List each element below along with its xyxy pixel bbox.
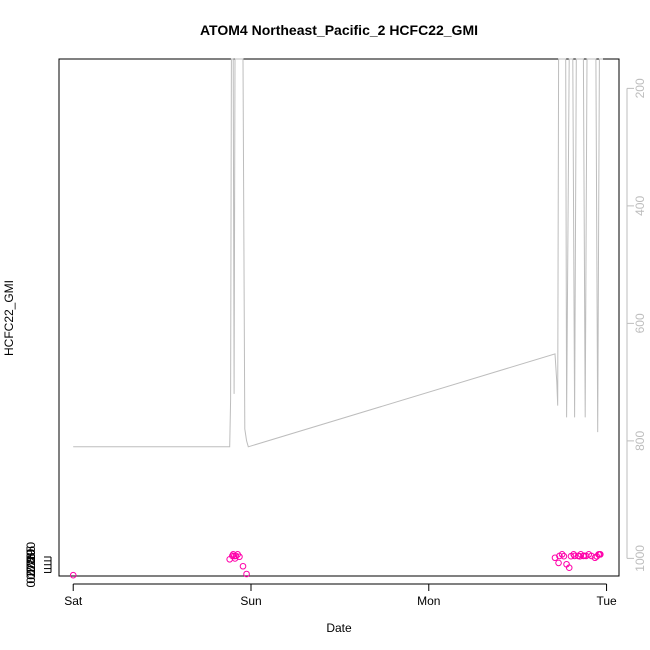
pressure-line bbox=[73, 58, 603, 448]
data-point bbox=[591, 554, 599, 562]
data-point bbox=[551, 554, 559, 562]
y2-tick-label: 1000 bbox=[633, 545, 647, 572]
chart-title: ATOM4 Northeast_Pacific_2 HCFC22_GMI bbox=[200, 22, 478, 38]
hcfc22-points-series bbox=[69, 551, 604, 579]
y2-tick-label: 800 bbox=[633, 431, 647, 451]
y2-tick-label: 200 bbox=[633, 78, 647, 98]
x-axis-label: Date bbox=[326, 621, 352, 635]
x-tick-label: Sun bbox=[240, 594, 261, 608]
data-point bbox=[239, 562, 247, 570]
x-tick-label: Tue bbox=[596, 594, 617, 608]
plot-area bbox=[58, 58, 620, 579]
y2-axis: 200 400 600 800 1000 bbox=[626, 78, 647, 572]
data-point bbox=[555, 559, 562, 567]
data-point bbox=[69, 571, 77, 579]
x-tick-label: Sat bbox=[64, 594, 83, 608]
data-point bbox=[243, 570, 250, 578]
pressure-line-series bbox=[73, 58, 603, 448]
data-point bbox=[232, 552, 240, 560]
y2-tick-label: 400 bbox=[633, 196, 647, 216]
y-tick-label: 0.285 bbox=[24, 546, 38, 576]
y-tick-label: 0.290 bbox=[24, 542, 38, 572]
data-point bbox=[558, 551, 566, 558]
y-tick-label: 0.280 bbox=[24, 549, 38, 579]
y-axis-label: HCFC22_GMI bbox=[2, 280, 16, 356]
y-tick-label: 0.270 bbox=[24, 557, 38, 587]
x-tick-label: Mon bbox=[417, 594, 440, 608]
y2-tick-label: 600 bbox=[633, 313, 647, 333]
data-point bbox=[597, 551, 604, 558]
data-point bbox=[560, 552, 568, 560]
data-point bbox=[565, 564, 573, 572]
y-tick-label: 0.275 bbox=[24, 553, 38, 583]
data-point bbox=[236, 553, 243, 561]
plot-frame bbox=[58, 58, 620, 577]
x-axis: Sat Sun Mon Tue bbox=[64, 583, 617, 608]
